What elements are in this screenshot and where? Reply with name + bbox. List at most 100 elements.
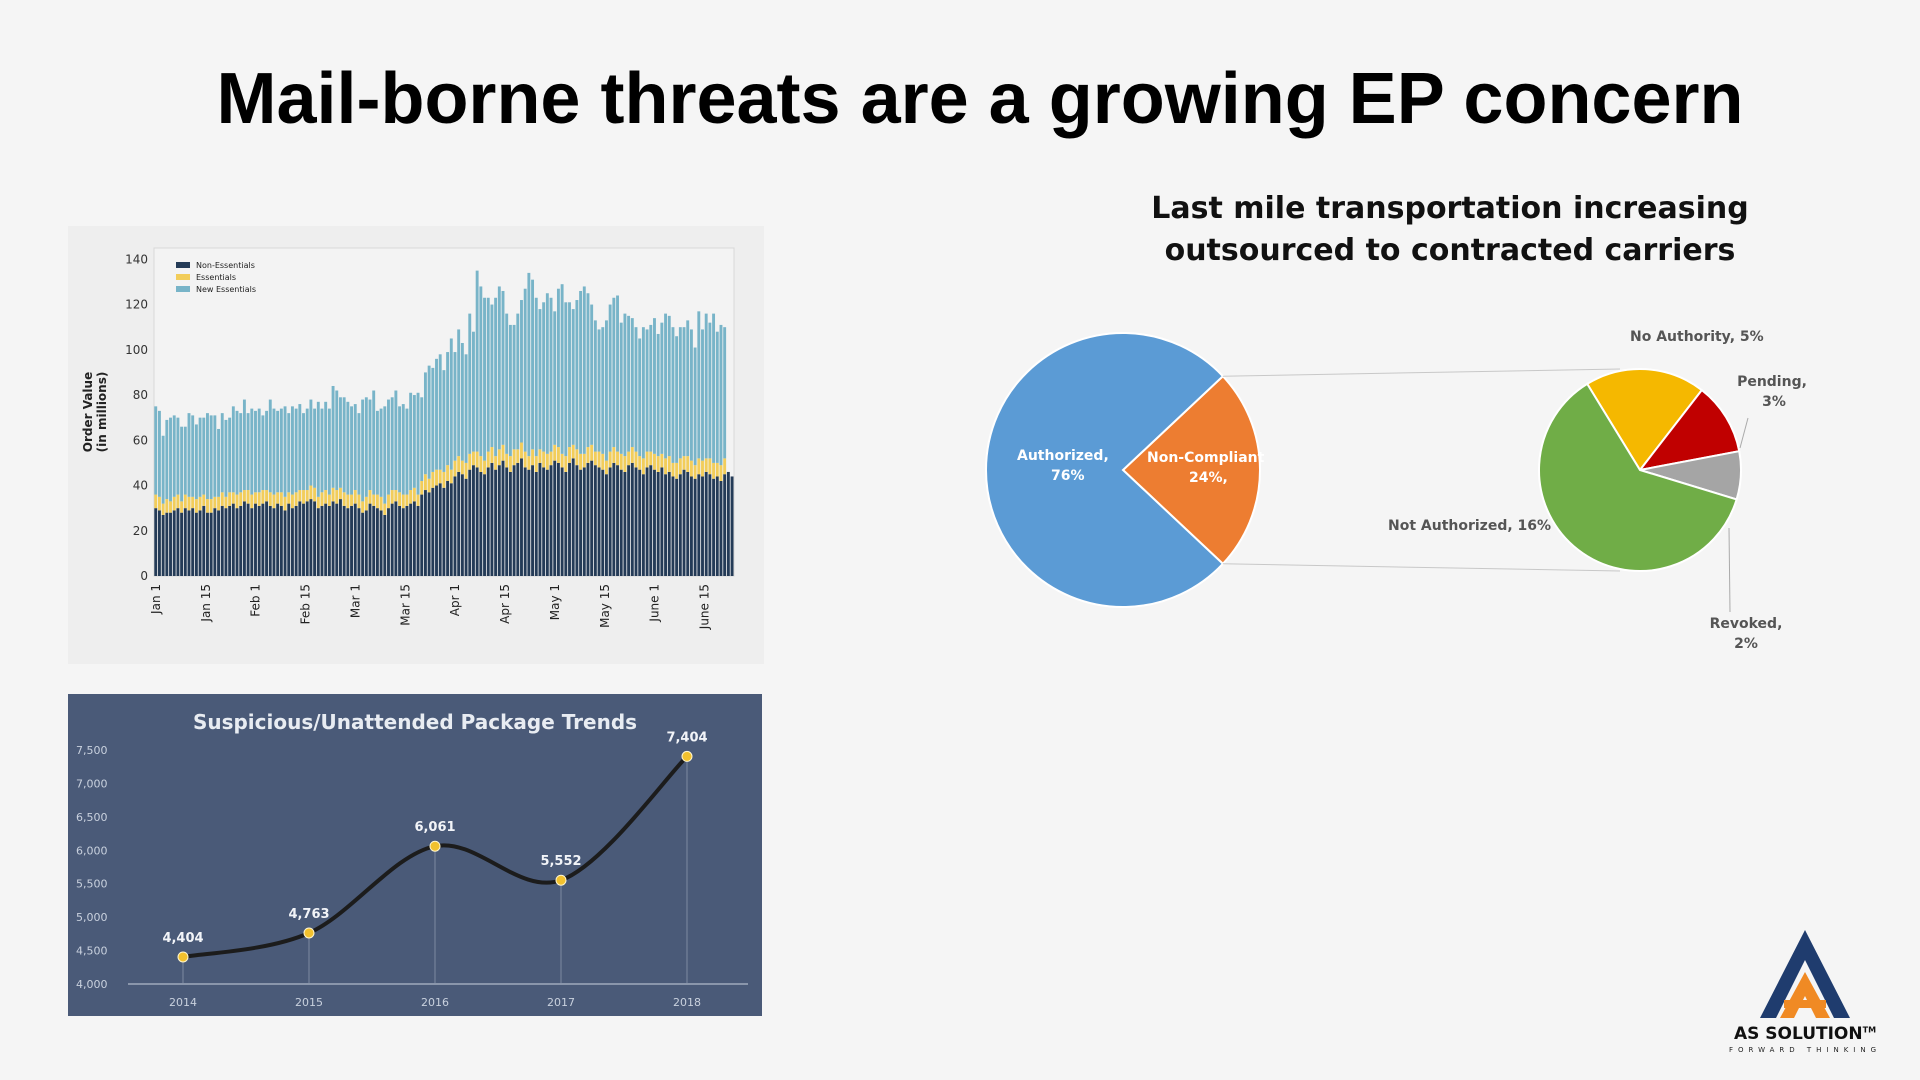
connector-line	[1222, 563, 1621, 572]
bar-segment	[664, 313, 668, 459]
bar-segment	[361, 501, 365, 513]
bar-segment	[475, 451, 479, 468]
bar-segment	[678, 458, 682, 475]
bar-segment	[239, 492, 243, 506]
bar-segment	[634, 467, 638, 576]
bar-segment	[194, 499, 198, 513]
package-trends-chart: Suspicious/Unattended Package Trends 4,00…	[68, 694, 762, 1016]
bar-segment	[442, 487, 446, 576]
bar-segment	[630, 462, 634, 576]
bar-segment	[479, 286, 483, 457]
bar-segment	[427, 365, 431, 479]
bar-segment	[265, 501, 269, 576]
bar-segment	[412, 395, 416, 488]
bar-segment	[483, 297, 486, 461]
bar-segment	[619, 453, 623, 470]
bar-segment	[479, 456, 483, 472]
carrier-pie-chart-svg: Authorized, 76% Non-Compliant 24%, No Author…	[985, 329, 1807, 652]
bar-segment	[298, 404, 302, 491]
bar-segment	[191, 496, 195, 509]
bar-segment	[187, 496, 191, 511]
bar-segment	[342, 505, 346, 576]
bar-segment	[401, 508, 405, 576]
bar-segment	[372, 494, 376, 506]
bar-segment	[390, 397, 394, 491]
bar-segment	[508, 324, 512, 457]
bar-segment	[516, 313, 520, 450]
bar-segment	[723, 474, 727, 576]
bar-segment	[667, 315, 671, 457]
bar-segment	[630, 447, 634, 463]
pie-slice-secondary	[1637, 388, 1741, 472]
bar-segment	[542, 302, 546, 452]
bar-segment	[638, 338, 642, 457]
bar-segment	[468, 453, 472, 470]
bar-segment	[375, 508, 379, 576]
bar-segment	[213, 496, 217, 509]
bar-segment	[494, 456, 498, 470]
bar-segment	[464, 478, 468, 576]
bar-segment	[468, 313, 472, 454]
bar-segment	[361, 399, 365, 502]
bar-segment	[693, 478, 697, 576]
label-revoked-value: 2%	[1734, 636, 1758, 652]
bar-segment	[320, 492, 324, 506]
bar-segment	[242, 490, 246, 502]
bar-segment	[575, 300, 579, 450]
y-tick-label: 7,500	[76, 744, 108, 757]
bar-segment	[198, 417, 202, 497]
bar-segment	[623, 456, 627, 472]
bar-segment	[438, 483, 442, 576]
bar-segment	[357, 508, 361, 576]
bar-segment	[686, 471, 690, 576]
bar-segment	[708, 458, 712, 475]
bar-segment	[457, 471, 461, 576]
pie-slice-non-compliant	[1121, 374, 1261, 566]
bar-segment	[412, 501, 416, 576]
bar-segment	[169, 501, 172, 513]
bar-segment	[556, 288, 560, 448]
bar-segment	[486, 451, 490, 468]
bar-segment	[350, 406, 353, 495]
bar-segment	[435, 469, 438, 486]
bar-segment	[667, 471, 671, 576]
bar-segment	[235, 508, 239, 576]
bar-segment	[276, 410, 280, 493]
bar-segment	[564, 471, 568, 576]
bar-segment	[667, 456, 671, 472]
bar-segment	[305, 408, 309, 491]
bar-segment	[523, 451, 527, 468]
bar-segment	[320, 505, 324, 576]
bar-segment	[612, 297, 616, 448]
bar-segment	[379, 408, 383, 497]
bar-segment	[324, 401, 328, 491]
carrier-pie-chart: Last mile transportation increasing outs…	[960, 180, 1880, 700]
bar-segment	[335, 390, 339, 491]
bar-segment	[715, 331, 719, 463]
pie-label-authorized: Authorized,	[1017, 448, 1109, 464]
bar-segment	[394, 390, 398, 491]
bar-segment	[671, 476, 675, 576]
bar-segment	[268, 492, 272, 506]
legend-label: Essentials	[196, 273, 236, 282]
bar-segment	[693, 347, 697, 466]
bar-segment	[316, 508, 320, 576]
bar-segment	[405, 494, 409, 506]
bar-segment	[265, 490, 269, 502]
bar-segment	[161, 435, 165, 504]
bar-segment	[623, 313, 627, 457]
data-label: 5,552	[540, 854, 581, 869]
y-tick-label: 120	[125, 298, 148, 312]
bar-segment	[549, 297, 553, 452]
bar-segment	[187, 510, 191, 576]
bar-segment	[294, 408, 298, 493]
bar-segment	[619, 322, 623, 454]
pie-label-non-compliant: Non-Compliant	[1147, 450, 1265, 466]
bar-segment	[427, 478, 431, 493]
data-label: 6,061	[414, 820, 455, 835]
bar-segment	[664, 458, 668, 475]
bar-segment	[187, 413, 191, 497]
y-tick-label: 7,000	[76, 777, 108, 790]
x-tick-label: 2018	[673, 996, 701, 1009]
bar-segment	[331, 487, 335, 502]
